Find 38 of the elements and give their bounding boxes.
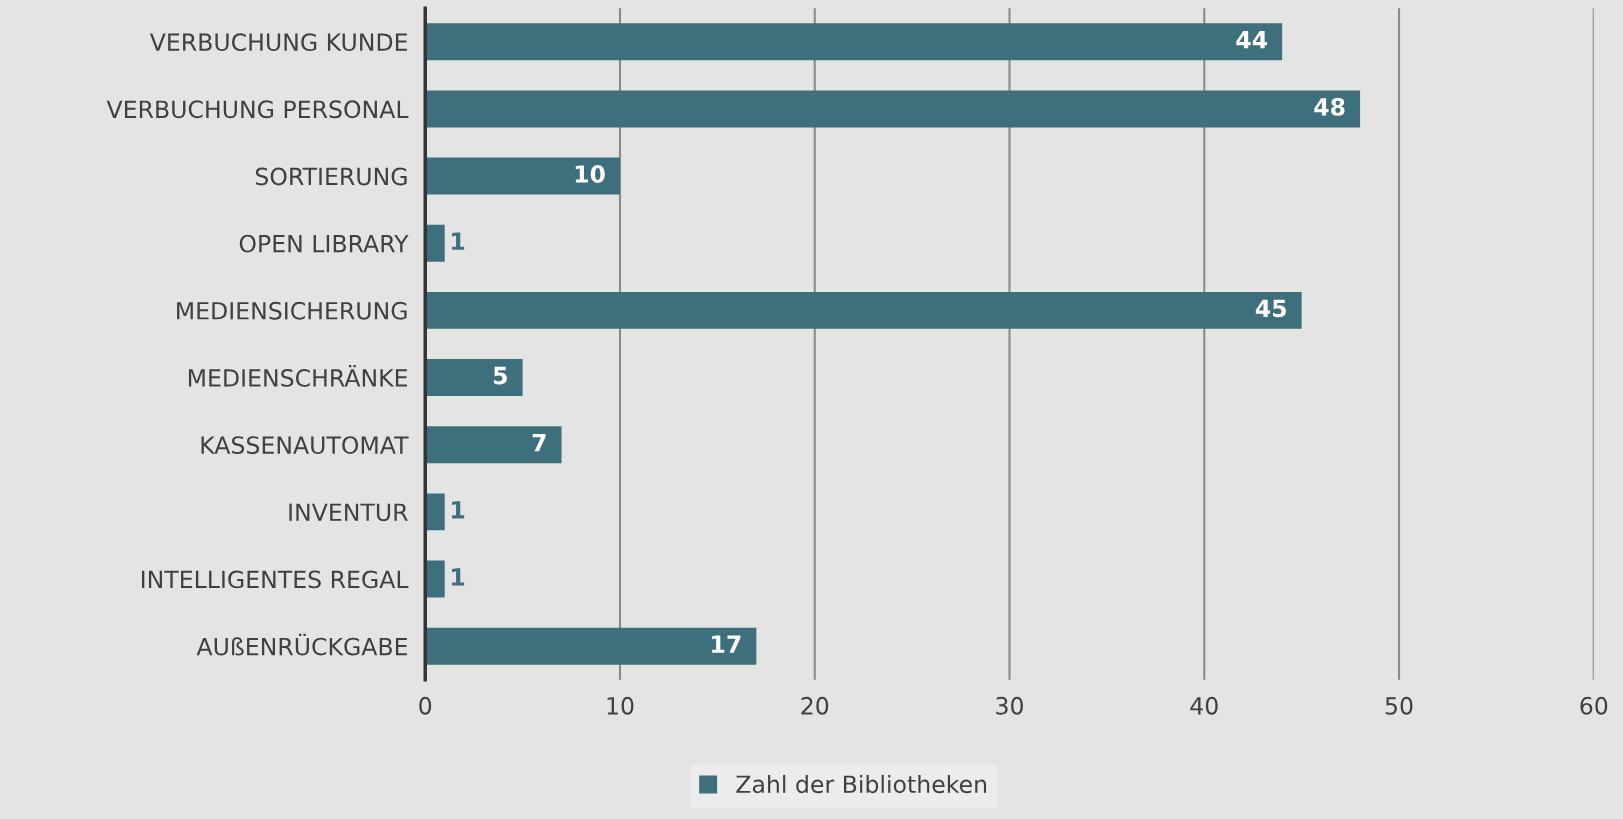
data-label: 5 [493,366,507,385]
data-label: 1 [452,501,465,519]
data-label: 45 [1255,299,1286,318]
y-tick-label: OPEN LIBRARY [239,234,409,253]
data-label: 17 [712,635,741,653]
bar [425,157,620,195]
bar [425,426,562,464]
y-tick-label: SORTIERUNG [255,167,407,186]
y-tick-label: INVENTUR [289,503,408,522]
x-tick-label: 50 [1385,696,1413,715]
data-label: 44 [1236,31,1268,49]
data-label: 1 [452,232,465,250]
y-tick-label: VERBUCHUNG PERSONAL [106,100,409,119]
data-label: 48 [1314,97,1345,116]
x-tick-label: 0 [419,696,432,715]
data-label: 1 [452,568,465,586]
bar [425,359,523,397]
y-tick-label: KASSENAUTOMAT [201,436,409,455]
y-tick-label: MEDIENSICHERUNG [177,301,407,320]
bar [425,493,445,531]
bar [425,90,1361,128]
x-tick-label: 20 [801,696,829,715]
bar [425,23,1283,61]
data-label: 10 [575,165,605,183]
y-tick-label: INTELLIGENTES REGAL [141,570,409,589]
y-tick-label: MEDIENSCHRÄNKE [188,365,408,387]
bar [425,291,1302,329]
bar [425,560,445,598]
bar [425,627,757,665]
y-tick-label: VERBUCHUNG KUNDE [149,33,408,52]
data-label: 7 [532,434,546,452]
bar [425,224,445,262]
y-tick-label: AUßENRÜCKGABE [196,633,408,656]
x-tick-label: 40 [1190,696,1218,715]
x-tick-label: 60 [1580,696,1608,715]
legend-label: Zahl der Bibliotheken [736,774,987,794]
x-tick-label: 10 [607,696,634,715]
x-tick-label: 30 [996,696,1023,715]
